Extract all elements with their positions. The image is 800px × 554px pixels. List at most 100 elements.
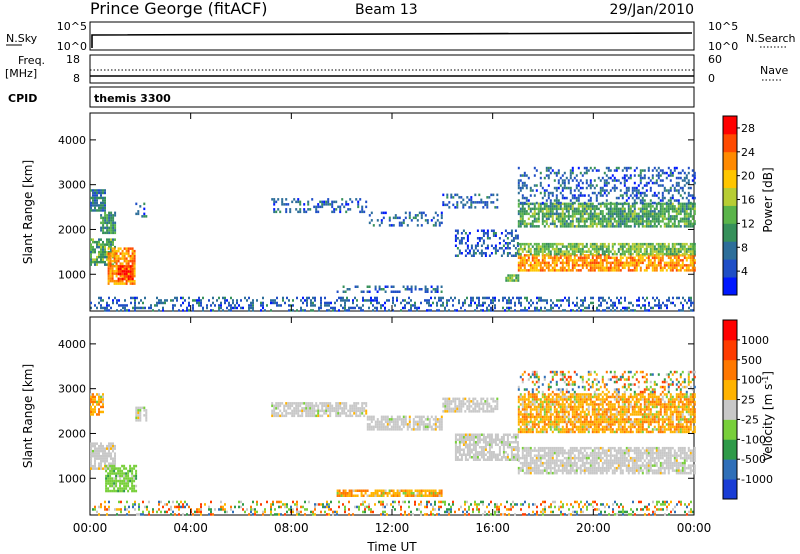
power-cell <box>92 191 94 195</box>
velocity-cell <box>135 409 138 412</box>
power-cell <box>657 166 660 170</box>
velocity-cell <box>392 425 395 429</box>
power-y-label: Slant Range [km] <box>21 160 35 264</box>
power-cell <box>184 299 186 302</box>
power-cell <box>669 261 672 265</box>
power-cell <box>615 196 618 200</box>
power-cell <box>625 199 628 202</box>
power-cell <box>687 171 690 175</box>
power-cell <box>615 179 618 182</box>
power-cell <box>669 186 672 190</box>
power-cell <box>605 250 608 253</box>
velocity-cell <box>92 408 94 411</box>
power-cell <box>102 253 104 256</box>
power-cell <box>651 250 654 253</box>
power-cell <box>569 259 572 262</box>
power-cell <box>593 245 596 248</box>
power-cell <box>596 309 598 312</box>
power-cell <box>633 217 636 221</box>
power-cell <box>625 191 628 195</box>
power-cell <box>106 231 109 235</box>
power-cell <box>589 245 592 248</box>
power-cell <box>113 257 116 260</box>
velocity-cell <box>325 407 328 410</box>
power-cell <box>110 229 113 232</box>
power-cell <box>144 296 146 300</box>
power-cell <box>131 257 134 260</box>
nsearch-tick-top: 10^5 <box>708 20 738 33</box>
power-cell <box>551 212 554 216</box>
velocity-cell <box>145 414 148 417</box>
power-cell <box>639 201 642 205</box>
power-cell <box>368 299 370 302</box>
power-cell <box>559 217 562 221</box>
power-cell <box>611 261 614 265</box>
power-cell <box>283 203 286 206</box>
colorbar-tick-label: 4 <box>741 265 748 278</box>
power-cell <box>661 242 664 246</box>
power-cell <box>536 306 538 310</box>
power-cell <box>492 296 494 300</box>
power-cell <box>573 259 576 262</box>
power-cell <box>543 261 546 265</box>
velocity-cell <box>100 405 102 409</box>
power-cell <box>677 205 680 208</box>
velocity-cell <box>426 415 429 419</box>
power-cell <box>623 220 626 223</box>
velocity-cell <box>539 454 542 457</box>
power-cell <box>339 210 342 214</box>
velocity-cell <box>363 402 366 405</box>
velocity-cell <box>464 453 467 456</box>
velocity-cell <box>480 402 483 406</box>
power-cell <box>629 217 632 221</box>
velocity-cell <box>547 466 550 470</box>
velocity-cell <box>492 453 495 456</box>
power-cell <box>529 225 532 228</box>
power-cell <box>541 247 544 251</box>
velocity-cell <box>327 402 330 405</box>
velocity-cell <box>309 412 312 415</box>
power-cell <box>665 222 668 226</box>
power-cell <box>380 221 383 225</box>
velocity-cell <box>537 469 540 472</box>
power-cell <box>625 212 628 216</box>
power-cell <box>517 274 520 277</box>
power-cell <box>123 259 126 263</box>
velocity-cell <box>462 441 465 444</box>
power-cell <box>523 196 526 200</box>
power-cell <box>661 184 664 187</box>
velocity-cell <box>488 405 491 408</box>
power-cell <box>102 231 105 235</box>
power-cell <box>336 290 339 293</box>
power-cell <box>621 176 624 180</box>
power-cell <box>115 282 118 285</box>
power-cell <box>689 186 692 190</box>
power-cell <box>107 252 110 255</box>
velocity-cell <box>361 404 364 408</box>
power-cell <box>368 221 371 225</box>
power-cell <box>482 252 485 255</box>
velocity-cell <box>90 398 92 401</box>
power-cell <box>611 202 614 206</box>
power-cell <box>368 214 371 217</box>
power-cell <box>589 212 592 216</box>
power-cell <box>643 269 646 272</box>
power-cell <box>104 255 106 259</box>
power-cell <box>567 217 570 221</box>
power-cell <box>615 222 618 226</box>
power-cell <box>675 225 678 228</box>
velocity-cell <box>117 489 120 493</box>
power-cell <box>647 264 650 267</box>
velocity-cell <box>295 409 298 413</box>
power-cell <box>673 207 676 211</box>
velocity-cell <box>339 414 342 418</box>
power-cell <box>116 299 118 302</box>
velocity-cell <box>478 410 481 413</box>
power-cell <box>362 290 365 293</box>
power-cell <box>547 205 550 208</box>
power-cell <box>567 264 570 267</box>
velocity-cell <box>464 458 467 461</box>
velocity-cell <box>94 400 96 404</box>
power-cell <box>115 267 118 270</box>
power-cell <box>653 266 656 270</box>
